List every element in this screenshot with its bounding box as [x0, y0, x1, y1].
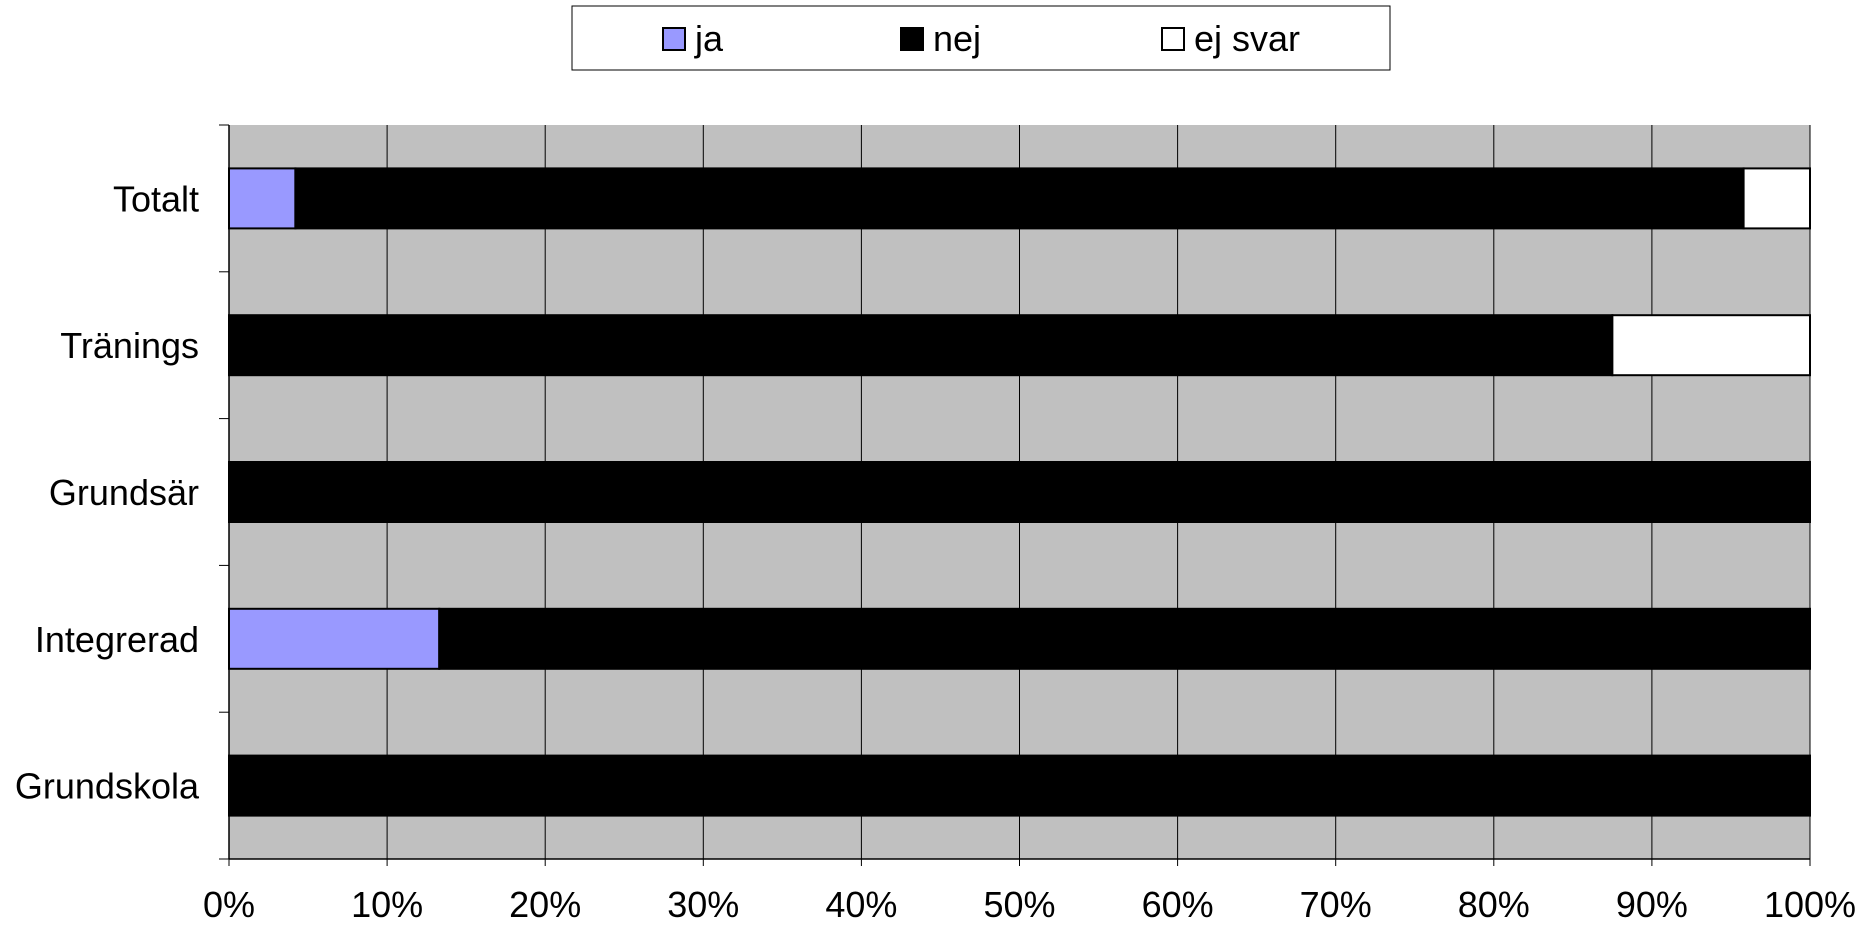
- x-tick-label: 90%: [1616, 884, 1688, 925]
- x-tick-label: 40%: [825, 884, 897, 925]
- legend-label: nej: [933, 18, 981, 59]
- legend-box: [571, 5, 1391, 71]
- category-label: Integrerad: [35, 619, 199, 660]
- legend-label: ej svar: [1194, 18, 1300, 59]
- axes: [219, 124, 1811, 866]
- legend-swatch-ja: [662, 27, 686, 51]
- x-tick-label: 50%: [983, 884, 1055, 925]
- bar-segment-ja: [228, 167, 297, 230]
- x-tick-label: 80%: [1458, 884, 1530, 925]
- bar-segment-nej: [438, 607, 1812, 670]
- category-label: Tränings: [60, 325, 199, 366]
- bar-segment-ja: [228, 607, 441, 670]
- x-tick-label: 60%: [1142, 884, 1214, 925]
- bar-segment-nej: [228, 754, 1811, 817]
- bar-segment-nej: [228, 461, 1811, 523]
- legend-swatch-nej: [900, 27, 924, 51]
- category-label: Grundskola: [15, 766, 200, 807]
- x-tick-label: 70%: [1300, 884, 1372, 925]
- x-tick-label: 0%: [203, 884, 255, 925]
- tick-labels: 0% 10% 20% 30% 40% 50% 60% 70% 80% 90% 100% Totalt T…: [15, 178, 1856, 925]
- bar-segment-nej: [228, 314, 1614, 377]
- bar-segment-nej: [294, 167, 1745, 230]
- bar-segment-ej-svar: [1742, 167, 1812, 230]
- x-tick-label: 20%: [509, 884, 581, 925]
- bar-segment-ej-svar: [1611, 314, 1811, 377]
- legend-label: ja: [694, 18, 724, 59]
- x-tick-label: 10%: [351, 884, 423, 925]
- category-label: Totalt: [113, 178, 199, 219]
- x-tick-label: 100%: [1764, 884, 1856, 925]
- legend-swatch-ej-svar: [1161, 27, 1185, 51]
- x-tick-label: 30%: [667, 884, 739, 925]
- category-label: Grundsär: [49, 472, 199, 513]
- bars: [228, 167, 1812, 817]
- legend: ja nej ej svar: [571, 5, 1391, 71]
